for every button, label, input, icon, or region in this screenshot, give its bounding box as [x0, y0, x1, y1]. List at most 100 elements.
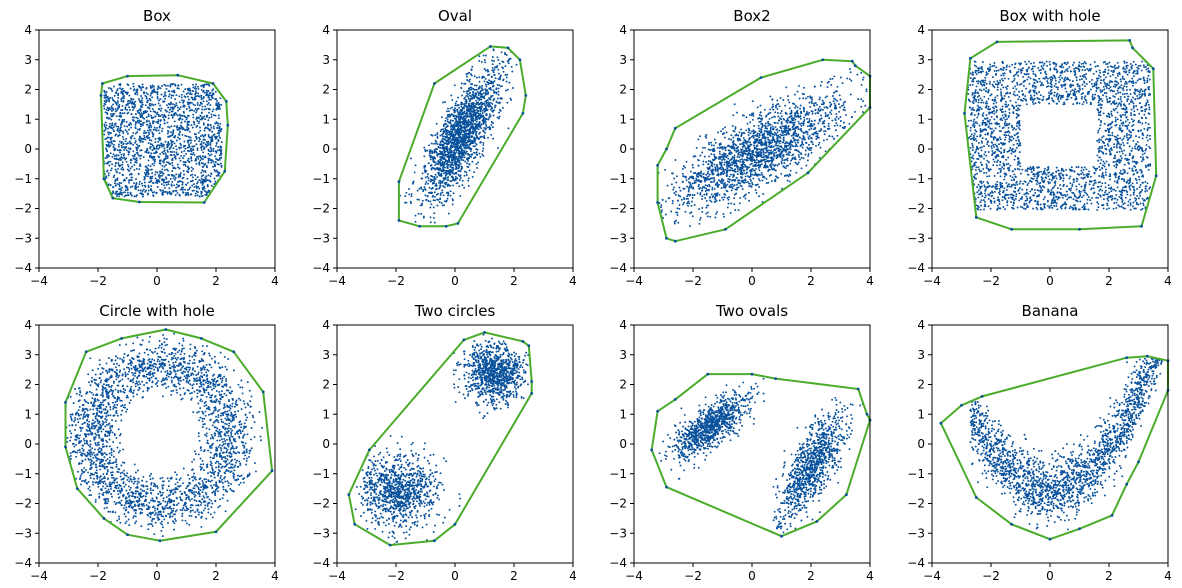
data-point	[200, 171, 203, 174]
data-point	[447, 107, 449, 110]
data-point	[465, 94, 468, 97]
data-point	[144, 104, 147, 107]
data-point	[429, 216, 432, 219]
data-point	[477, 103, 480, 106]
hull-vertex	[418, 224, 421, 228]
data-point	[115, 133, 118, 136]
x-tick-label: 2	[212, 274, 220, 288]
data-point	[716, 146, 719, 149]
y-tick-label: −2	[14, 202, 32, 216]
data-point	[119, 87, 121, 90]
data-point	[434, 157, 437, 160]
data-point	[134, 141, 137, 144]
data-point	[150, 168, 153, 171]
data-point	[772, 108, 775, 111]
data-point	[151, 84, 154, 87]
data-point	[106, 170, 109, 173]
data-point	[463, 123, 466, 126]
data-point	[163, 158, 166, 161]
data-point	[457, 157, 460, 160]
data-point	[453, 135, 456, 137]
data-point	[105, 144, 108, 146]
data-point	[121, 157, 124, 160]
data-point	[440, 181, 442, 184]
data-point	[483, 59, 486, 62]
data-point	[155, 181, 157, 184]
data-point	[148, 124, 151, 127]
data-point	[176, 163, 179, 166]
data-point	[436, 131, 439, 134]
data-point	[462, 116, 465, 119]
data-point	[414, 164, 417, 167]
data-point	[108, 107, 111, 110]
data-point	[458, 179, 461, 181]
data-point	[169, 150, 172, 153]
data-point	[114, 100, 116, 103]
data-point	[214, 90, 217, 93]
data-point	[462, 136, 465, 138]
data-point	[188, 130, 191, 133]
data-point	[195, 158, 198, 161]
data-point	[208, 111, 210, 114]
data-point	[170, 139, 172, 142]
data-point	[455, 119, 458, 121]
data-point	[106, 150, 108, 153]
data-point	[181, 191, 184, 194]
data-point	[187, 157, 190, 160]
data-point	[217, 159, 220, 162]
data-point	[187, 145, 190, 147]
data-point	[459, 136, 461, 139]
data-point	[142, 138, 145, 140]
data-point	[122, 168, 125, 171]
data-point	[776, 164, 779, 167]
data-point	[409, 200, 412, 203]
data-point	[158, 156, 160, 159]
data-point	[162, 95, 165, 98]
data-point	[739, 158, 742, 161]
data-point	[116, 88, 119, 91]
data-point	[207, 90, 210, 92]
data-point	[836, 124, 839, 127]
data-point	[205, 141, 208, 143]
data-point	[427, 173, 429, 175]
data-point	[138, 127, 141, 130]
data-point	[181, 188, 184, 191]
data-point	[455, 156, 458, 159]
data-point	[175, 94, 178, 97]
data-point	[122, 143, 125, 146]
data-point	[468, 169, 471, 172]
data-point	[442, 168, 445, 171]
data-point	[441, 140, 444, 143]
data-point	[103, 100, 106, 102]
data-point	[468, 139, 470, 142]
data-point	[209, 180, 212, 183]
data-point	[684, 166, 687, 169]
data-point	[150, 152, 153, 155]
data-point	[773, 115, 775, 118]
data-point	[143, 130, 146, 133]
data-point	[193, 139, 196, 142]
data-point	[458, 185, 461, 188]
data-point	[727, 202, 730, 205]
data-point	[710, 153, 713, 156]
data-point	[734, 128, 737, 130]
data-point	[140, 123, 143, 126]
data-point	[135, 149, 138, 152]
data-point	[134, 185, 137, 188]
data-point	[207, 119, 210, 122]
data-point	[149, 104, 152, 107]
data-point	[153, 126, 156, 129]
data-point	[168, 111, 171, 114]
data-point	[108, 117, 110, 120]
data-point	[145, 131, 148, 134]
data-point	[112, 145, 115, 148]
data-point	[474, 92, 477, 95]
data-point	[147, 115, 150, 118]
data-point	[151, 96, 154, 99]
data-point	[196, 103, 199, 106]
data-point	[807, 113, 810, 116]
data-point	[113, 148, 116, 151]
data-point	[478, 117, 481, 120]
data-point	[444, 101, 446, 103]
data-point	[824, 115, 827, 118]
